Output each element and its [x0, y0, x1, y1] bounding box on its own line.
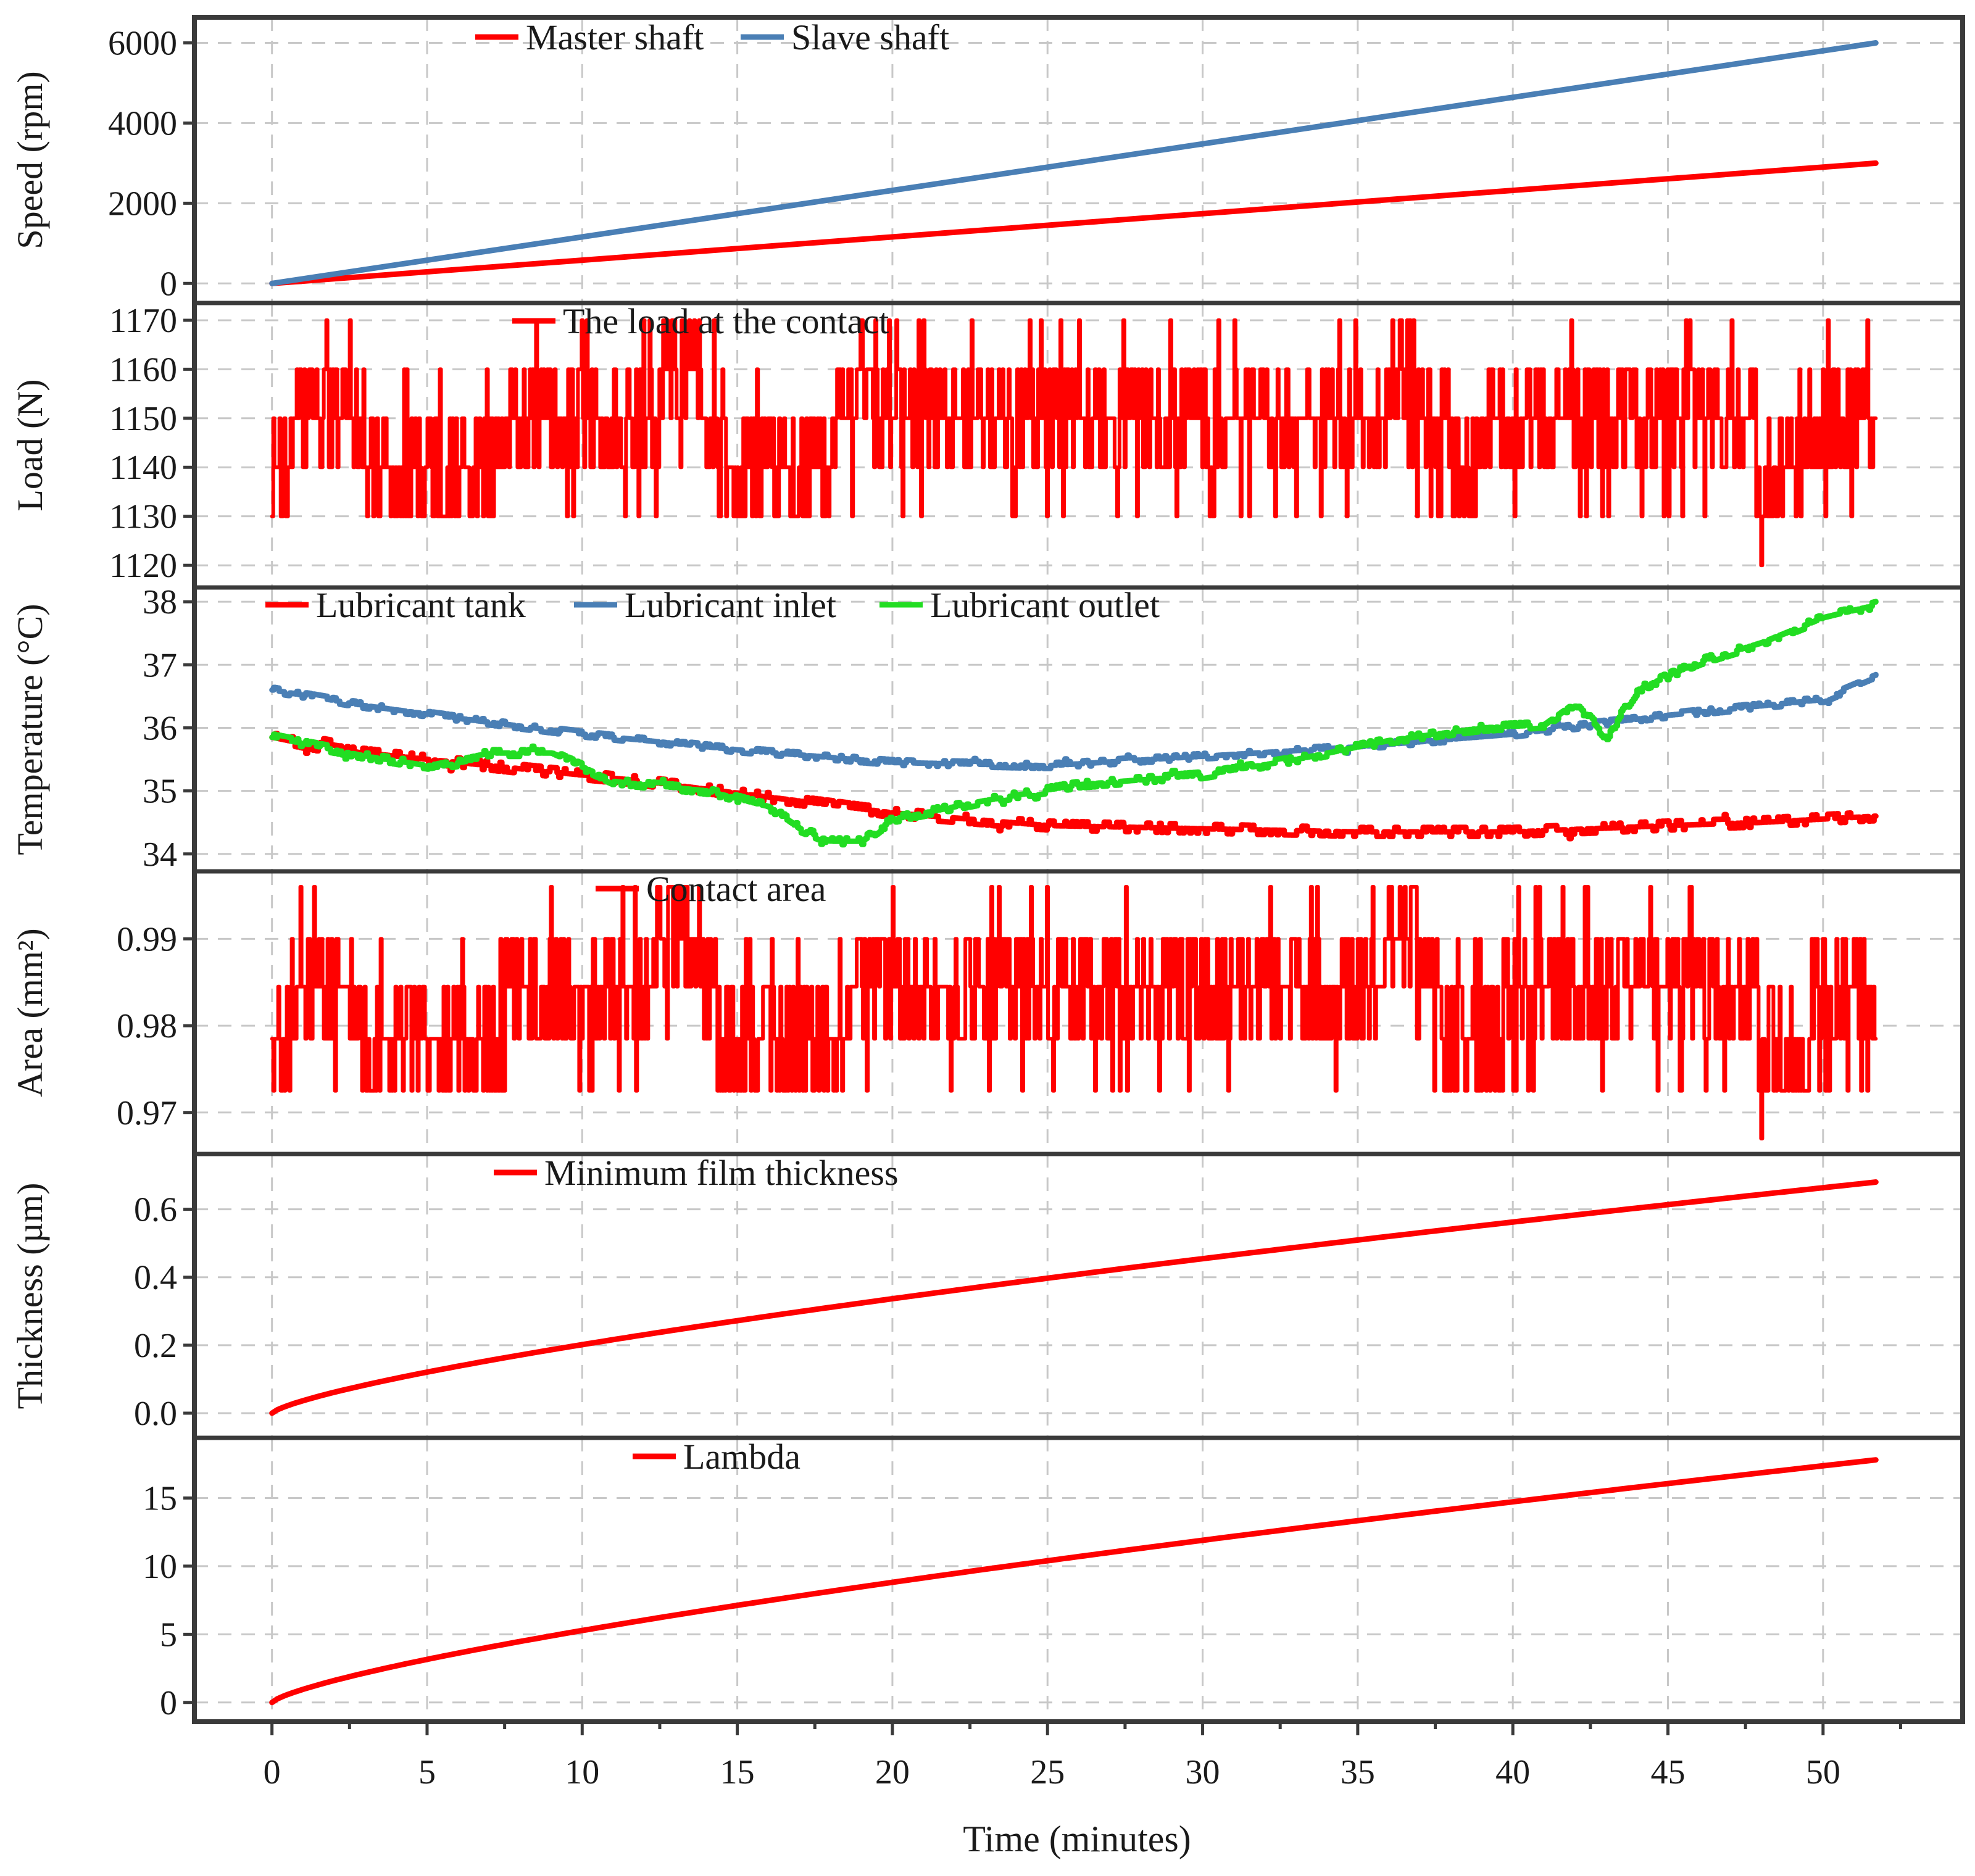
panel-area: 0.97 0.98 0.99 Area (mm²) Contact area — [10, 869, 1963, 1154]
series-line-contact-area — [270, 885, 1878, 1140]
series-group — [269, 1179, 1879, 1416]
y-tick-label: 4000 — [108, 104, 177, 143]
y-axis-label: Temperature (°C) — [10, 604, 50, 855]
legend-entry: The load at the contact — [512, 301, 889, 341]
x-tick-label: 15 — [720, 1753, 755, 1791]
y-tick-label: 0.97 — [117, 1094, 177, 1132]
y-tick-label: 35 — [143, 773, 177, 811]
x-tick-label: 45 — [1651, 1753, 1686, 1791]
series-line-slave-shaft — [269, 40, 1879, 286]
series-line-the-load-at-the-contact — [270, 318, 1878, 568]
y-tick-label: 0.99 — [117, 920, 177, 958]
y-axis-label: Area (mm²) — [10, 928, 50, 1097]
legend-label: Lubricant outlet — [930, 585, 1160, 625]
series-line-lubricant-tank — [269, 731, 1879, 842]
series-line-minimum-film-thickness — [269, 1179, 1879, 1416]
x-axis: 0 5 10 15 20 25 30 35 40 45 50 — [264, 1722, 1902, 1791]
series-group — [269, 1457, 1879, 1706]
legend-label: Master shaft — [526, 17, 704, 57]
panel-thickness: 0.0 0.2 0.4 0.6 Thickness (µm) Minimum film t… — [10, 1153, 1963, 1438]
x-tick-label: 35 — [1341, 1753, 1375, 1791]
legend-entry: Lubricant tank — [265, 585, 526, 625]
y-tick-label: 10 — [143, 1548, 177, 1586]
y-tick-label: 34 — [143, 836, 177, 874]
legend-entry: Contact area — [596, 869, 826, 909]
y-tick-label: 0.0 — [134, 1395, 177, 1433]
y-tick-label: 1140 — [109, 449, 177, 487]
series-group — [269, 599, 1879, 848]
panel-load: 1120 1130 1140 1150 1160 1170 Load (N) The load… — [10, 301, 1963, 587]
y-tick-label: 36 — [143, 709, 177, 747]
legend-entry: Lubricant outlet — [879, 585, 1160, 625]
y-tick-label: 0.4 — [134, 1259, 177, 1297]
x-tick-label: 10 — [565, 1753, 599, 1791]
series-group — [270, 318, 1878, 568]
y-tick-label: 2000 — [108, 185, 177, 223]
legend-entry: Minimum film thickness — [494, 1153, 899, 1193]
y-tick-label: 1120 — [109, 547, 177, 585]
x-axis-label: Time (minutes) — [963, 1819, 1191, 1859]
legend-label: Contact area — [646, 869, 826, 909]
y-tick-label: 6000 — [108, 24, 177, 62]
legend-label: The load at the contact — [563, 301, 889, 341]
frame-layer — [192, 15, 1965, 1724]
series-line-lambda — [269, 1457, 1879, 1706]
legend-entry: Lambda — [633, 1437, 800, 1477]
y-tick-label: 0.6 — [134, 1191, 177, 1229]
y-tick-label: 1150 — [109, 400, 177, 438]
series-group — [269, 40, 1879, 286]
y-tick-label: 37 — [143, 646, 177, 684]
series-line-lubricant-outlet — [269, 599, 1879, 848]
x-tick-label: 40 — [1495, 1753, 1530, 1791]
series-line-lubricant-inlet — [269, 671, 1879, 771]
y-tick-label: 0.98 — [117, 1007, 177, 1045]
y-tick-label: 0 — [160, 1684, 177, 1722]
y-tick-label: 38 — [143, 583, 177, 621]
y-tick-label: 15 — [143, 1480, 177, 1518]
y-tick-label: 0 — [160, 265, 177, 303]
legend-label: Slave shaft — [791, 17, 949, 57]
legend-label: Lubricant inlet — [625, 585, 836, 625]
legend-label: Lubricant tank — [316, 585, 526, 625]
legend-label: Lambda — [683, 1437, 800, 1477]
legend-label: Minimum film thickness — [544, 1153, 899, 1193]
panel-speed: 0 2000 4000 6000 Speed (rpm) Master shaft Slav… — [10, 17, 1963, 303]
series-group — [270, 885, 1878, 1140]
y-tick-label: 5 — [160, 1616, 177, 1654]
x-tick-label: 50 — [1806, 1753, 1840, 1791]
legend-entry: Master shaft — [475, 17, 704, 57]
y-tick-label: 1130 — [109, 498, 177, 536]
y-tick-label: 0.2 — [134, 1327, 177, 1365]
y-axis-label: Speed (rpm) — [10, 71, 50, 249]
legend-entry: Slave shaft — [741, 17, 949, 57]
x-tick-label: 5 — [418, 1753, 436, 1791]
panels-layer: 0 2000 4000 6000 Speed (rpm) Master shaft Slav… — [10, 17, 1963, 1722]
y-tick-label: 1170 — [109, 302, 177, 340]
series-line-master-shaft — [269, 160, 1879, 286]
panel-lambda: 0 5 10 15 Lambda — [143, 1437, 1963, 1722]
x-tick-label: 25 — [1030, 1753, 1065, 1791]
legend-entry: Lubricant inlet — [574, 585, 836, 625]
x-tick-label: 30 — [1186, 1753, 1220, 1791]
y-axis-label: Thickness (µm) — [10, 1183, 50, 1409]
x-tick-label: 20 — [875, 1753, 910, 1791]
x-tick-label: 0 — [264, 1753, 281, 1791]
y-axis-label: Load (N) — [10, 379, 50, 511]
panel-temperature: 34 35 36 37 38 Temperature (°C) Lubricant tank… — [10, 583, 1963, 874]
y-tick-label: 1160 — [109, 351, 177, 389]
